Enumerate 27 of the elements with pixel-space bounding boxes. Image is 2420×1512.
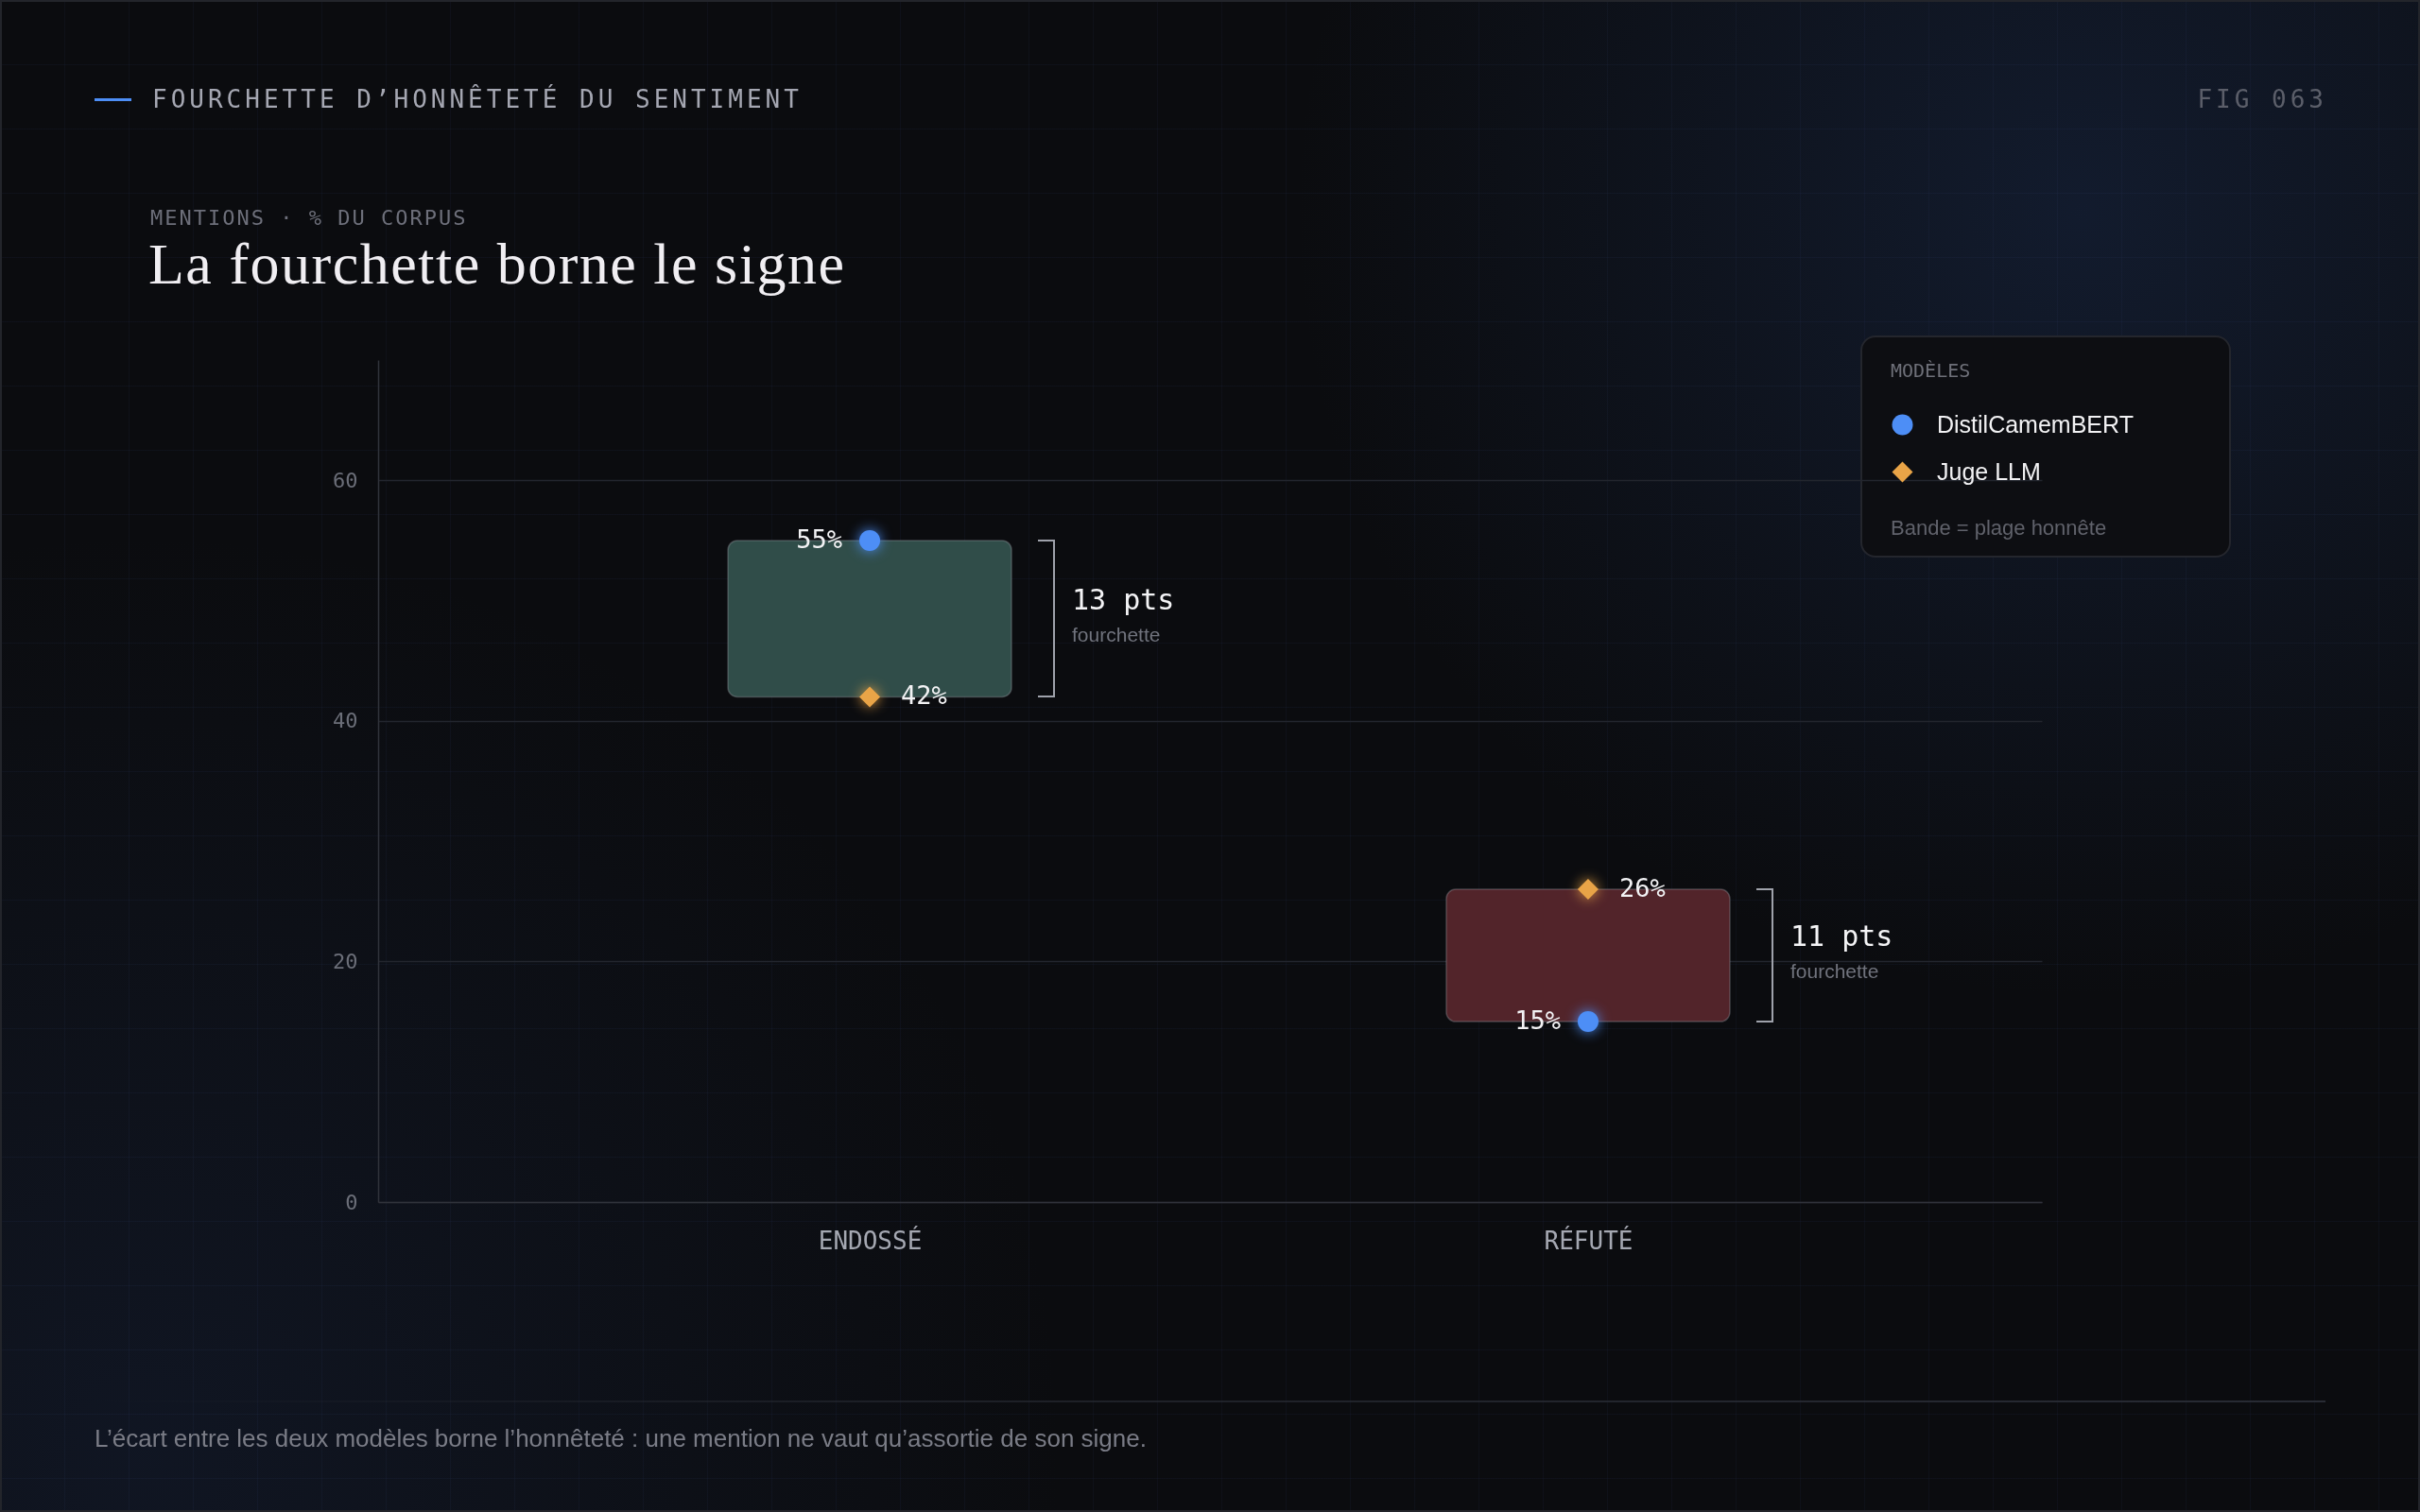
legend-label: DistilCamemBERT (1937, 410, 2134, 438)
text: L’écart entre les deux modèles borne l’honnêteté : une mention ne vaut qu’assortie de son signe. (95, 1424, 1147, 1452)
x-tick-label: ENDOSSÉ (818, 1225, 923, 1255)
legend-title: MODÈLES (1891, 359, 1971, 382)
annotation: fourchette (1072, 623, 1161, 645)
annotation: 13 pts (1072, 582, 1175, 616)
point (1577, 1011, 1599, 1033)
y-tick-label: 60 (333, 468, 358, 492)
y-tick-label: 40 (333, 709, 358, 733)
point (1577, 879, 1599, 901)
data-label: 15% (1514, 1005, 1561, 1036)
annotation: fourchette (1789, 960, 1879, 983)
point (859, 529, 881, 551)
chart-title: La fourchette borne le signe (148, 232, 846, 296)
caption: FIG 063 (2197, 85, 2327, 113)
x-tick-label: RÉFUTÉ (1544, 1225, 1634, 1255)
y-tick-label: 0 (345, 1190, 358, 1214)
data-label: 55% (796, 524, 843, 554)
y-tick-label: 20 (333, 949, 358, 973)
point (859, 686, 881, 708)
annotation: Bande = plage honnête (1891, 516, 2107, 540)
data-label: 26% (1618, 873, 1666, 903)
annotation: 11 pts (1789, 919, 1893, 954)
data-label: 42% (901, 680, 947, 711)
legend-label: Juge LLM (1937, 457, 2041, 485)
chart-subtitle: MENTIONS · % DU CORPUS (150, 206, 468, 230)
text: FOURCHETTE D’HONNÊTETÉ DU SENTIMENT (152, 85, 803, 113)
